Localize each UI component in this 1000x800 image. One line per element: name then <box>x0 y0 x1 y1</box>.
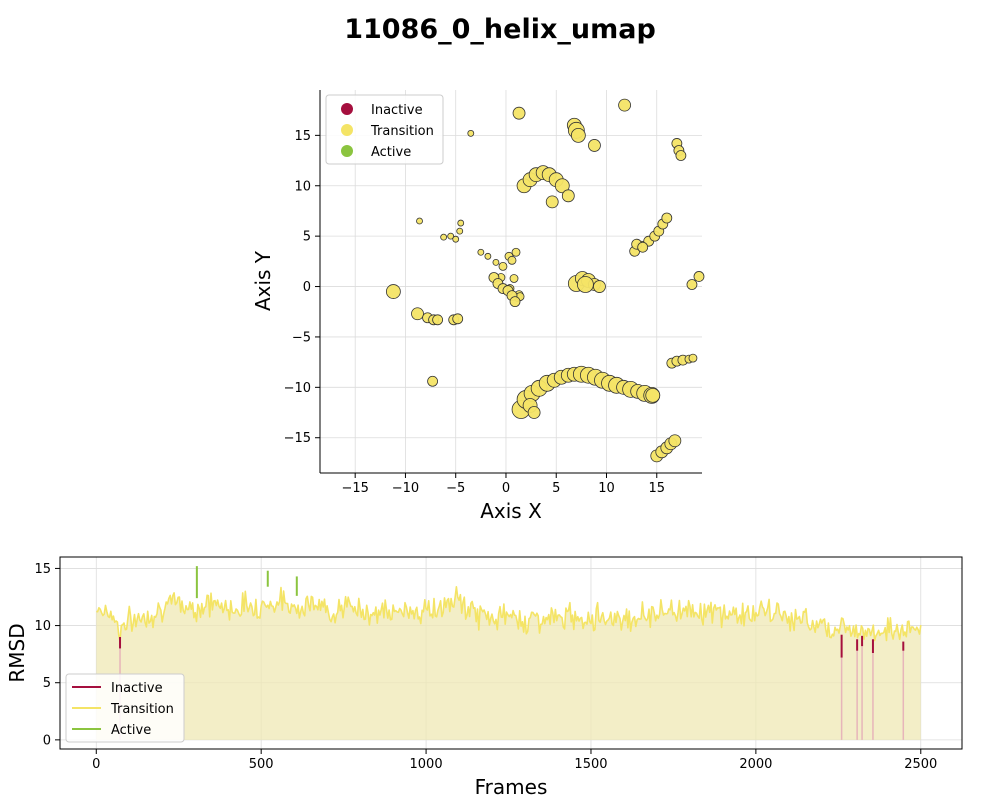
scatter-point <box>452 235 460 243</box>
scatter-point <box>432 314 444 326</box>
legend-label-transition: Transition <box>110 702 174 717</box>
scatter-y-tick-label: −10 <box>284 381 311 396</box>
scatter-point <box>661 212 673 224</box>
rmsd-x-axis-label: Frames <box>475 775 548 799</box>
scatter-point <box>452 313 464 325</box>
rmsd-x-tick-label: 2000 <box>739 757 772 772</box>
legend-label-inactive: Inactive <box>111 681 163 696</box>
scatter-point <box>645 387 661 403</box>
legend-marker-transition <box>341 124 353 136</box>
scatter-point <box>484 252 492 260</box>
rmsd-x-tick-label: 0 <box>92 757 100 772</box>
rmsd-x-tick-label: 1500 <box>574 757 607 772</box>
legend-label-active: Active <box>111 723 151 738</box>
scatter-point <box>492 258 500 266</box>
rmsd-y-tick-label: 0 <box>43 733 51 748</box>
scatter-point <box>512 106 526 120</box>
scatter-point <box>554 178 570 194</box>
scatter-point <box>693 271 705 282</box>
scatter-legend: Inactive Transition Active <box>325 94 444 165</box>
rmsd-axes-frame <box>59 556 963 750</box>
scatter-point <box>477 248 485 256</box>
scatter-point <box>637 241 649 253</box>
scatter-points <box>385 98 705 463</box>
scatter-point <box>509 274 519 283</box>
scatter-y-tick-label: 15 <box>294 129 311 144</box>
umap-scatter-plot: −15 −10 −5 0 5 10 15 −15 −10 −5 0 5 10 15 Axis X Axis… <box>251 90 705 523</box>
legend-marker-active <box>341 145 353 157</box>
scatter-point <box>511 247 521 257</box>
rmsd-y-tick-label: 15 <box>34 562 51 577</box>
scatter-point <box>457 219 465 227</box>
rmsd-ticks: 0 500 1000 1500 2000 2500 0 5 10 15 <box>34 562 937 772</box>
scatter-x-tick-label: −15 <box>341 481 368 496</box>
scatter-y-tick-label: −15 <box>284 431 311 446</box>
scatter-x-tick-label: 10 <box>598 481 615 496</box>
scatter-x-tick-label: 15 <box>648 481 665 496</box>
rmsd-legend-box <box>65 673 185 743</box>
scatter-y-tick-label: 5 <box>303 230 311 245</box>
legend-label-active: Active <box>371 145 411 160</box>
scatter-legend-box <box>325 94 444 165</box>
rmsd-fill-area <box>96 586 921 740</box>
figure-title: 11086_0_helix_umap <box>344 14 656 45</box>
scatter-point <box>447 232 455 240</box>
scatter-point <box>618 98 631 112</box>
rmsd-area-fill <box>96 586 921 740</box>
scatter-y-tick-label: −5 <box>292 330 311 345</box>
scatter-y-tick-label: 0 <box>303 280 311 295</box>
rmsd-legend: Inactive Transition Active <box>65 673 185 743</box>
scatter-point <box>593 280 606 293</box>
scatter-point <box>545 195 559 209</box>
scatter-point <box>385 284 401 299</box>
scatter-x-axis-label: Axis X <box>480 499 542 523</box>
scatter-point <box>527 406 541 419</box>
scatter-point <box>576 276 594 293</box>
scatter-point <box>498 261 508 271</box>
scatter-point <box>467 129 475 137</box>
legend-marker-inactive <box>341 103 353 115</box>
scatter-y-axis-label: Axis Y <box>251 250 275 311</box>
scatter-point <box>686 279 698 290</box>
scatter-ticks: −15 −10 −5 0 5 10 15 −15 −10 −5 0 5 10 15 <box>284 129 665 496</box>
scatter-point <box>675 150 687 161</box>
scatter-point <box>509 296 521 308</box>
scatter-x-tick-label: −5 <box>446 481 465 496</box>
scatter-x-tick-label: 0 <box>502 481 510 496</box>
rmsd-x-tick-label: 500 <box>249 757 274 772</box>
rmsd-y-axis-label: RMSD <box>5 623 29 682</box>
scatter-point <box>570 127 586 143</box>
rmsd-y-tick-label: 10 <box>34 619 51 634</box>
scatter-point <box>427 375 438 387</box>
rmsd-series <box>96 566 922 740</box>
rmsd-transition-line <box>96 586 922 642</box>
scatter-x-tick-label: −10 <box>392 481 419 496</box>
scatter-y-tick-label: 10 <box>294 179 311 194</box>
scatter-x-tick-label: 5 <box>552 481 560 496</box>
legend-label-transition: Transition <box>370 124 434 139</box>
rmsd-line-plot: 0 500 1000 1500 2000 2500 0 5 10 15 Frames RMSD I… <box>5 556 963 799</box>
rmsd-x-tick-label: 2500 <box>904 757 937 772</box>
scatter-point <box>688 353 698 363</box>
scatter-point <box>456 227 464 235</box>
legend-label-inactive: Inactive <box>371 103 423 118</box>
rmsd-x-tick-label: 1000 <box>410 757 443 772</box>
scatter-point <box>561 189 575 203</box>
scatter-point <box>668 434 682 448</box>
scatter-point <box>440 233 448 241</box>
scatter-grid <box>320 90 702 473</box>
scatter-point <box>416 217 423 225</box>
rmsd-y-tick-label: 5 <box>43 676 51 691</box>
scatter-point <box>411 307 424 321</box>
scatter-point <box>507 255 517 265</box>
scatter-point <box>588 139 601 152</box>
